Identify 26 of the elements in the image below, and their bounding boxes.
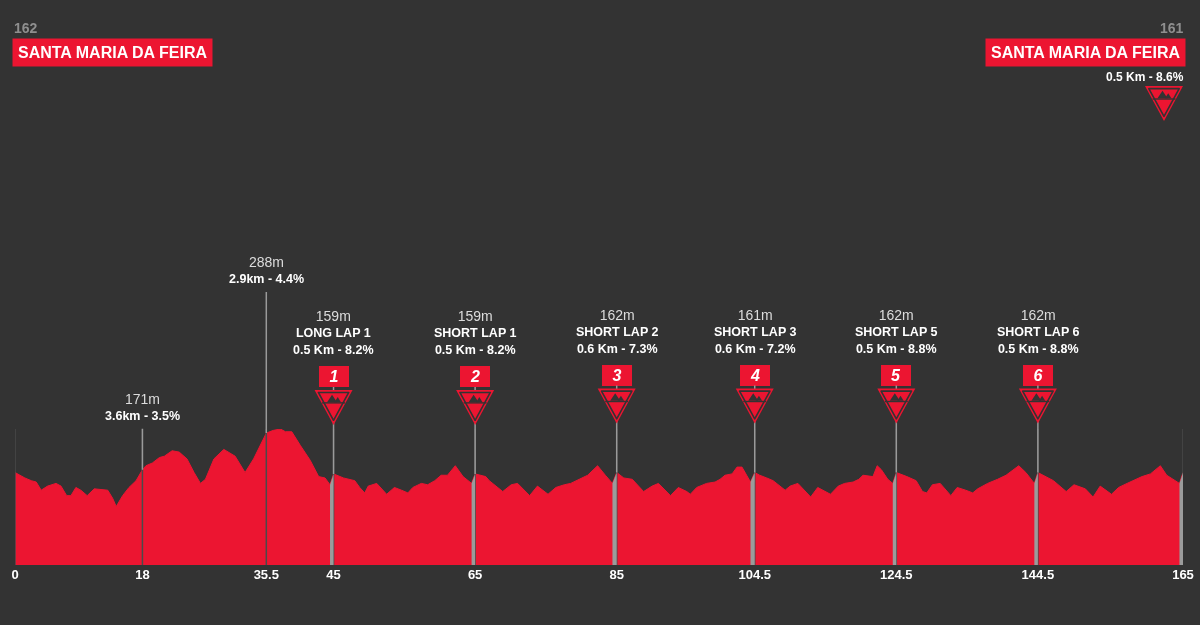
text: 162m SHORT LAP 6 0.5 Km - 8.8% bbox=[997, 307, 1080, 356]
text: 162m SHORT LAP 5 0.5 Km - 8.8% bbox=[855, 307, 938, 356]
annotation: 4 bbox=[750, 367, 760, 384]
x-tick-label: 124.5 bbox=[880, 567, 913, 582]
x-tick-label: 165 bbox=[1172, 567, 1194, 582]
x-tick-label: 0 bbox=[11, 567, 19, 582]
x-tick-label: 35.5 bbox=[253, 567, 279, 582]
x-tick-label: 144.5 bbox=[1021, 567, 1055, 582]
text: 159m SHORT LAP 1 0.5 Km - 8.2% bbox=[434, 308, 517, 357]
text: 162m SHORT LAP 2 0.6 Km - 7.3% bbox=[576, 307, 659, 356]
text: 161m SHORT LAP 3 0.6 Km - 7.2% bbox=[714, 307, 797, 356]
text: 159m LONG LAP 1 0.5 Km - 8.2% bbox=[293, 308, 374, 357]
annotation: 2 bbox=[470, 368, 480, 385]
x-tick-label: 85 bbox=[609, 567, 624, 582]
x-tick-label: 45 bbox=[326, 567, 341, 582]
annotation: 288m 2.9km - 4.4% bbox=[229, 254, 305, 287]
annotation: 3 bbox=[612, 367, 622, 384]
annotation: 171m 3.6km - 3.5% bbox=[105, 391, 181, 424]
text: 162 SANTA MARIA DA FEIRA bbox=[14, 20, 208, 61]
annotation: 6 bbox=[1033, 367, 1043, 384]
x-tick-label: 65 bbox=[467, 567, 483, 582]
annotation: 5 bbox=[891, 367, 901, 384]
annotation: 1 bbox=[329, 368, 339, 385]
x-tick-label: 18 bbox=[135, 567, 150, 582]
text: 161 SANTA MARIA DA FEIRA 0.5 Km - 8.6% bbox=[991, 20, 1184, 84]
x-tick-label: 104.5 bbox=[738, 567, 771, 582]
